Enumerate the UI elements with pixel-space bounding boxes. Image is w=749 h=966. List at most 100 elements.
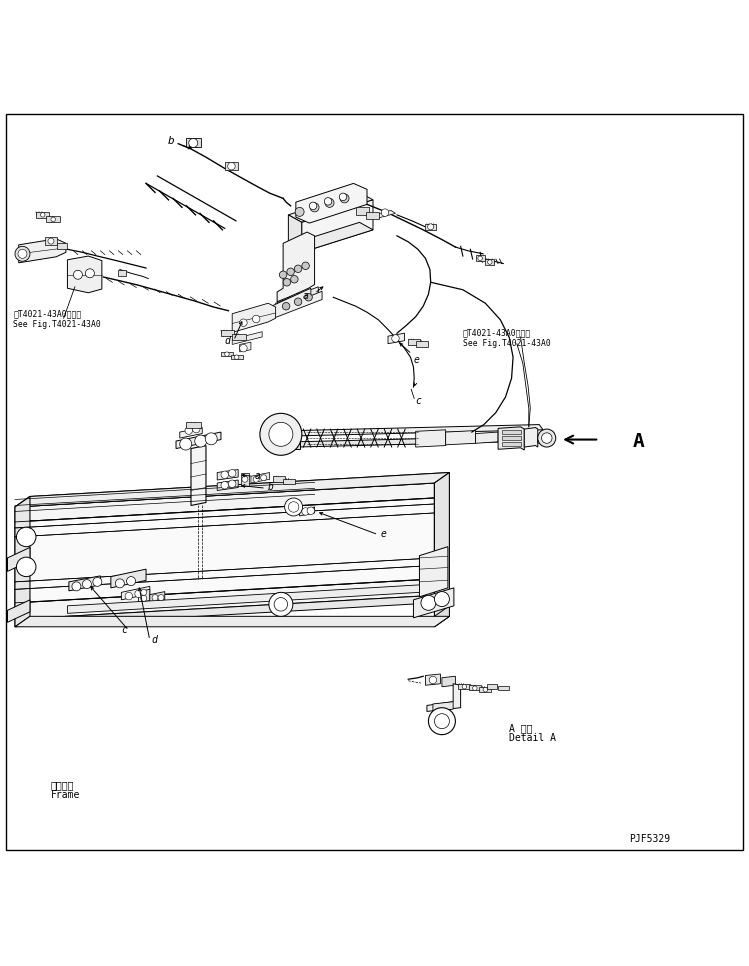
Polygon shape bbox=[121, 586, 150, 600]
Bar bbox=[225, 161, 238, 170]
Circle shape bbox=[283, 278, 291, 286]
Circle shape bbox=[381, 209, 389, 216]
Circle shape bbox=[428, 224, 434, 230]
Bar bbox=[241, 472, 249, 486]
Circle shape bbox=[85, 269, 94, 278]
Bar bbox=[46, 216, 60, 222]
Circle shape bbox=[93, 578, 102, 586]
Circle shape bbox=[429, 676, 437, 684]
Polygon shape bbox=[413, 588, 454, 618]
Text: e: e bbox=[380, 529, 386, 539]
Circle shape bbox=[324, 198, 332, 205]
Circle shape bbox=[421, 595, 436, 611]
Circle shape bbox=[18, 249, 27, 258]
Text: b: b bbox=[167, 136, 175, 147]
Polygon shape bbox=[300, 507, 315, 516]
Text: e: e bbox=[413, 355, 419, 365]
Bar bbox=[186, 422, 201, 428]
Circle shape bbox=[82, 580, 91, 588]
Polygon shape bbox=[191, 445, 206, 505]
Circle shape bbox=[125, 592, 133, 600]
Polygon shape bbox=[176, 432, 221, 448]
Bar bbox=[57, 242, 67, 249]
Polygon shape bbox=[276, 287, 318, 311]
Circle shape bbox=[158, 595, 164, 601]
Polygon shape bbox=[427, 684, 461, 711]
Text: Frame: Frame bbox=[51, 790, 80, 801]
Polygon shape bbox=[498, 427, 524, 450]
Circle shape bbox=[242, 476, 248, 482]
Polygon shape bbox=[433, 701, 453, 711]
Circle shape bbox=[339, 193, 347, 201]
Bar bbox=[45, 238, 57, 244]
Polygon shape bbox=[446, 431, 476, 444]
Text: a: a bbox=[255, 470, 261, 480]
Circle shape bbox=[295, 208, 304, 216]
Circle shape bbox=[221, 481, 228, 489]
Circle shape bbox=[488, 260, 492, 265]
Polygon shape bbox=[69, 576, 100, 591]
Circle shape bbox=[434, 591, 449, 607]
Circle shape bbox=[180, 438, 192, 450]
Polygon shape bbox=[15, 595, 434, 627]
Bar bbox=[502, 430, 521, 435]
Circle shape bbox=[287, 268, 294, 275]
Circle shape bbox=[115, 579, 124, 588]
Polygon shape bbox=[7, 548, 30, 571]
Polygon shape bbox=[15, 472, 449, 507]
Bar bbox=[498, 686, 509, 691]
Circle shape bbox=[340, 194, 349, 203]
Circle shape bbox=[282, 302, 290, 310]
Polygon shape bbox=[288, 222, 373, 252]
Bar bbox=[487, 685, 497, 689]
Circle shape bbox=[294, 265, 302, 272]
Circle shape bbox=[538, 429, 556, 447]
Bar bbox=[231, 355, 243, 359]
Polygon shape bbox=[180, 428, 202, 438]
Circle shape bbox=[72, 582, 81, 591]
Circle shape bbox=[434, 714, 449, 728]
Bar bbox=[485, 259, 494, 265]
Polygon shape bbox=[524, 428, 538, 447]
Polygon shape bbox=[416, 430, 446, 447]
Polygon shape bbox=[15, 497, 30, 627]
Circle shape bbox=[269, 592, 293, 616]
Circle shape bbox=[205, 433, 217, 444]
Text: A: A bbox=[633, 433, 645, 451]
Circle shape bbox=[309, 202, 317, 210]
Circle shape bbox=[542, 433, 552, 443]
Polygon shape bbox=[217, 469, 238, 480]
Circle shape bbox=[195, 435, 207, 447]
Bar bbox=[221, 330, 234, 336]
Circle shape bbox=[428, 708, 455, 735]
Polygon shape bbox=[419, 547, 448, 597]
Circle shape bbox=[478, 256, 482, 261]
Bar bbox=[469, 685, 481, 691]
Polygon shape bbox=[232, 331, 262, 345]
Text: 第T4021-43A0図参照: 第T4021-43A0図参照 bbox=[13, 309, 82, 318]
Circle shape bbox=[274, 598, 288, 611]
Bar bbox=[36, 212, 49, 218]
Bar bbox=[476, 255, 485, 261]
Circle shape bbox=[310, 203, 319, 212]
Text: Detail A: Detail A bbox=[509, 733, 557, 744]
Polygon shape bbox=[476, 432, 498, 443]
Circle shape bbox=[228, 480, 236, 488]
Polygon shape bbox=[296, 239, 307, 298]
Polygon shape bbox=[15, 498, 434, 603]
Circle shape bbox=[40, 213, 45, 217]
Bar bbox=[502, 436, 521, 440]
Text: A 詳細: A 詳細 bbox=[509, 723, 533, 733]
Circle shape bbox=[234, 355, 239, 359]
Polygon shape bbox=[425, 674, 440, 685]
Polygon shape bbox=[15, 472, 449, 507]
Polygon shape bbox=[434, 472, 449, 627]
Circle shape bbox=[305, 294, 312, 301]
Circle shape bbox=[185, 427, 192, 435]
Polygon shape bbox=[277, 232, 315, 301]
Polygon shape bbox=[67, 256, 102, 293]
Circle shape bbox=[307, 507, 315, 515]
Text: フレーム: フレーム bbox=[51, 780, 74, 790]
Polygon shape bbox=[288, 239, 296, 298]
Bar bbox=[232, 334, 246, 340]
